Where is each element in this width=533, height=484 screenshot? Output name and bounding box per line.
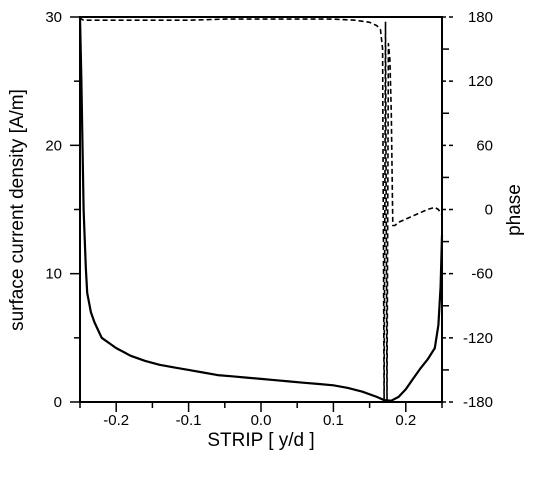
y-tick-label: 0 xyxy=(54,394,62,411)
x-tick-label: 0.0 xyxy=(251,412,272,429)
current-density-series-line xyxy=(78,16,444,402)
y2-tick-label: 120 xyxy=(468,73,493,90)
y-tick-label: 20 xyxy=(45,137,62,154)
y2-tick-label: 60 xyxy=(476,137,493,154)
y2-tick-label: 180 xyxy=(468,9,493,26)
y2-axis-label: phase xyxy=(504,184,525,236)
y2-tick-label: -180 xyxy=(463,394,493,411)
x-axis-ticks: -0.2 -0.1 0.0 0.1 0.2 xyxy=(79,402,443,429)
x-tick-label: -0.2 xyxy=(103,412,129,429)
y2-tick-label: 0 xyxy=(485,202,493,219)
x-tick-label: 0.1 xyxy=(323,412,344,429)
y-tick-label: 30 xyxy=(45,9,62,26)
x-axis-label: STRIP [ y/d ] xyxy=(207,430,314,451)
phase-series-line xyxy=(79,16,443,403)
series-layer xyxy=(78,16,444,403)
y2-tick-label: -120 xyxy=(463,330,493,347)
y-axis-ticks: 0 10 20 30 xyxy=(45,9,80,411)
y2-tick-label: -60 xyxy=(471,266,493,283)
x-tick-label: 0.2 xyxy=(395,412,416,429)
y2-axis-ticks: -180 -120 -60 0 60 120 180 xyxy=(442,9,493,411)
y-axis-label: surface current density [A/m] xyxy=(7,89,28,331)
y-tick-label: 10 xyxy=(45,266,62,283)
x-tick-label: -0.1 xyxy=(176,412,202,429)
